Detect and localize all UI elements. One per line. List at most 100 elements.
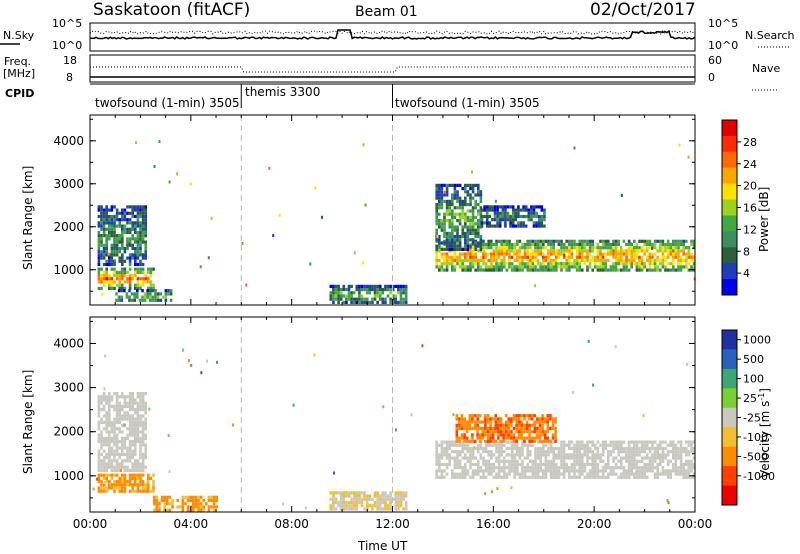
data-cell xyxy=(469,265,472,269)
data-cell xyxy=(594,258,597,263)
data-cell xyxy=(121,486,124,490)
data-cell xyxy=(121,243,124,247)
data-cell xyxy=(635,246,639,250)
data-cell xyxy=(126,446,129,450)
data-cell xyxy=(487,459,490,463)
data-cell xyxy=(487,246,490,250)
data-cell xyxy=(108,408,111,412)
data-cell xyxy=(438,193,441,197)
data-cell xyxy=(516,466,519,470)
data-cell xyxy=(471,450,475,454)
data-cell xyxy=(607,258,610,263)
data-cell xyxy=(672,258,675,263)
data-cell xyxy=(509,218,512,222)
data-cell xyxy=(118,250,121,254)
data-cell xyxy=(661,440,665,444)
data-cell xyxy=(539,469,542,473)
data-cell xyxy=(115,277,119,281)
data-cell xyxy=(350,291,353,295)
data-cell xyxy=(131,243,134,247)
data-cell xyxy=(482,262,485,266)
data-cell xyxy=(486,436,490,440)
data-cell xyxy=(646,246,649,250)
data-cell xyxy=(690,258,693,263)
data-cell xyxy=(674,239,678,243)
data-cell xyxy=(614,472,618,476)
data-cell xyxy=(516,472,519,476)
scatter-point xyxy=(314,186,317,190)
data-cell xyxy=(461,446,464,451)
data-cell xyxy=(355,497,359,501)
data-cell xyxy=(126,414,129,418)
data-cell xyxy=(368,300,372,304)
data-cell xyxy=(544,462,548,467)
data-cell xyxy=(445,462,449,467)
data-cell xyxy=(515,420,518,424)
data-cell xyxy=(453,255,457,259)
data-cell xyxy=(121,480,124,484)
data-cell xyxy=(435,215,438,219)
data-cell xyxy=(490,255,493,259)
data-cell xyxy=(131,462,134,466)
data-cell xyxy=(473,439,477,443)
data-cell xyxy=(337,291,340,295)
data-cell xyxy=(601,475,605,479)
data-cell xyxy=(386,288,390,292)
data-cell xyxy=(471,228,475,232)
data-cell xyxy=(477,268,480,272)
data-cell xyxy=(516,239,519,243)
data-cell xyxy=(471,187,475,191)
data-cell xyxy=(144,253,147,257)
data-cell xyxy=(583,262,587,266)
data-cell xyxy=(376,500,379,505)
data-cell xyxy=(332,294,335,298)
data-cell xyxy=(121,489,124,493)
data-cell xyxy=(469,183,472,187)
data-cell xyxy=(614,268,618,272)
data-cell xyxy=(115,420,119,424)
data-cell xyxy=(495,472,498,476)
data-cell xyxy=(541,430,544,434)
data-cell xyxy=(113,392,116,396)
data-cell xyxy=(666,262,670,266)
data-cell xyxy=(105,259,108,263)
data-cell xyxy=(509,224,512,228)
data-cell xyxy=(448,238,451,242)
data-cell xyxy=(144,417,147,421)
data-cell xyxy=(143,295,147,299)
data-cell xyxy=(620,466,623,470)
data-cell xyxy=(131,277,134,281)
data-cell xyxy=(620,255,623,259)
data-cell xyxy=(128,473,132,477)
data-cell xyxy=(549,414,552,418)
data-cell xyxy=(443,212,446,216)
data-cell xyxy=(108,280,111,284)
data-cell xyxy=(402,497,405,501)
data-cell xyxy=(469,450,472,454)
data-cell xyxy=(594,475,597,479)
data-cell xyxy=(659,239,662,243)
data-cell xyxy=(113,473,116,477)
data-cell xyxy=(669,268,672,272)
data-cell xyxy=(97,440,101,444)
data-cell xyxy=(638,469,641,473)
data-cell xyxy=(504,423,508,427)
data-cell xyxy=(547,459,550,463)
data-cell xyxy=(97,486,101,490)
data-cell xyxy=(635,255,639,259)
data-cell xyxy=(543,218,546,222)
data-cell xyxy=(123,246,127,251)
data-cell xyxy=(131,274,134,278)
data-cell xyxy=(534,475,537,479)
data-cell xyxy=(126,230,129,235)
data-cell xyxy=(339,291,343,295)
data-cell xyxy=(542,446,545,451)
data-cell xyxy=(510,268,514,272)
data-cell xyxy=(102,440,106,444)
data-cell xyxy=(368,504,372,508)
data-cell xyxy=(108,262,111,267)
data-cell xyxy=(513,268,516,272)
data-cell xyxy=(131,221,134,225)
data-cell xyxy=(517,221,520,225)
data-cell xyxy=(541,433,544,437)
